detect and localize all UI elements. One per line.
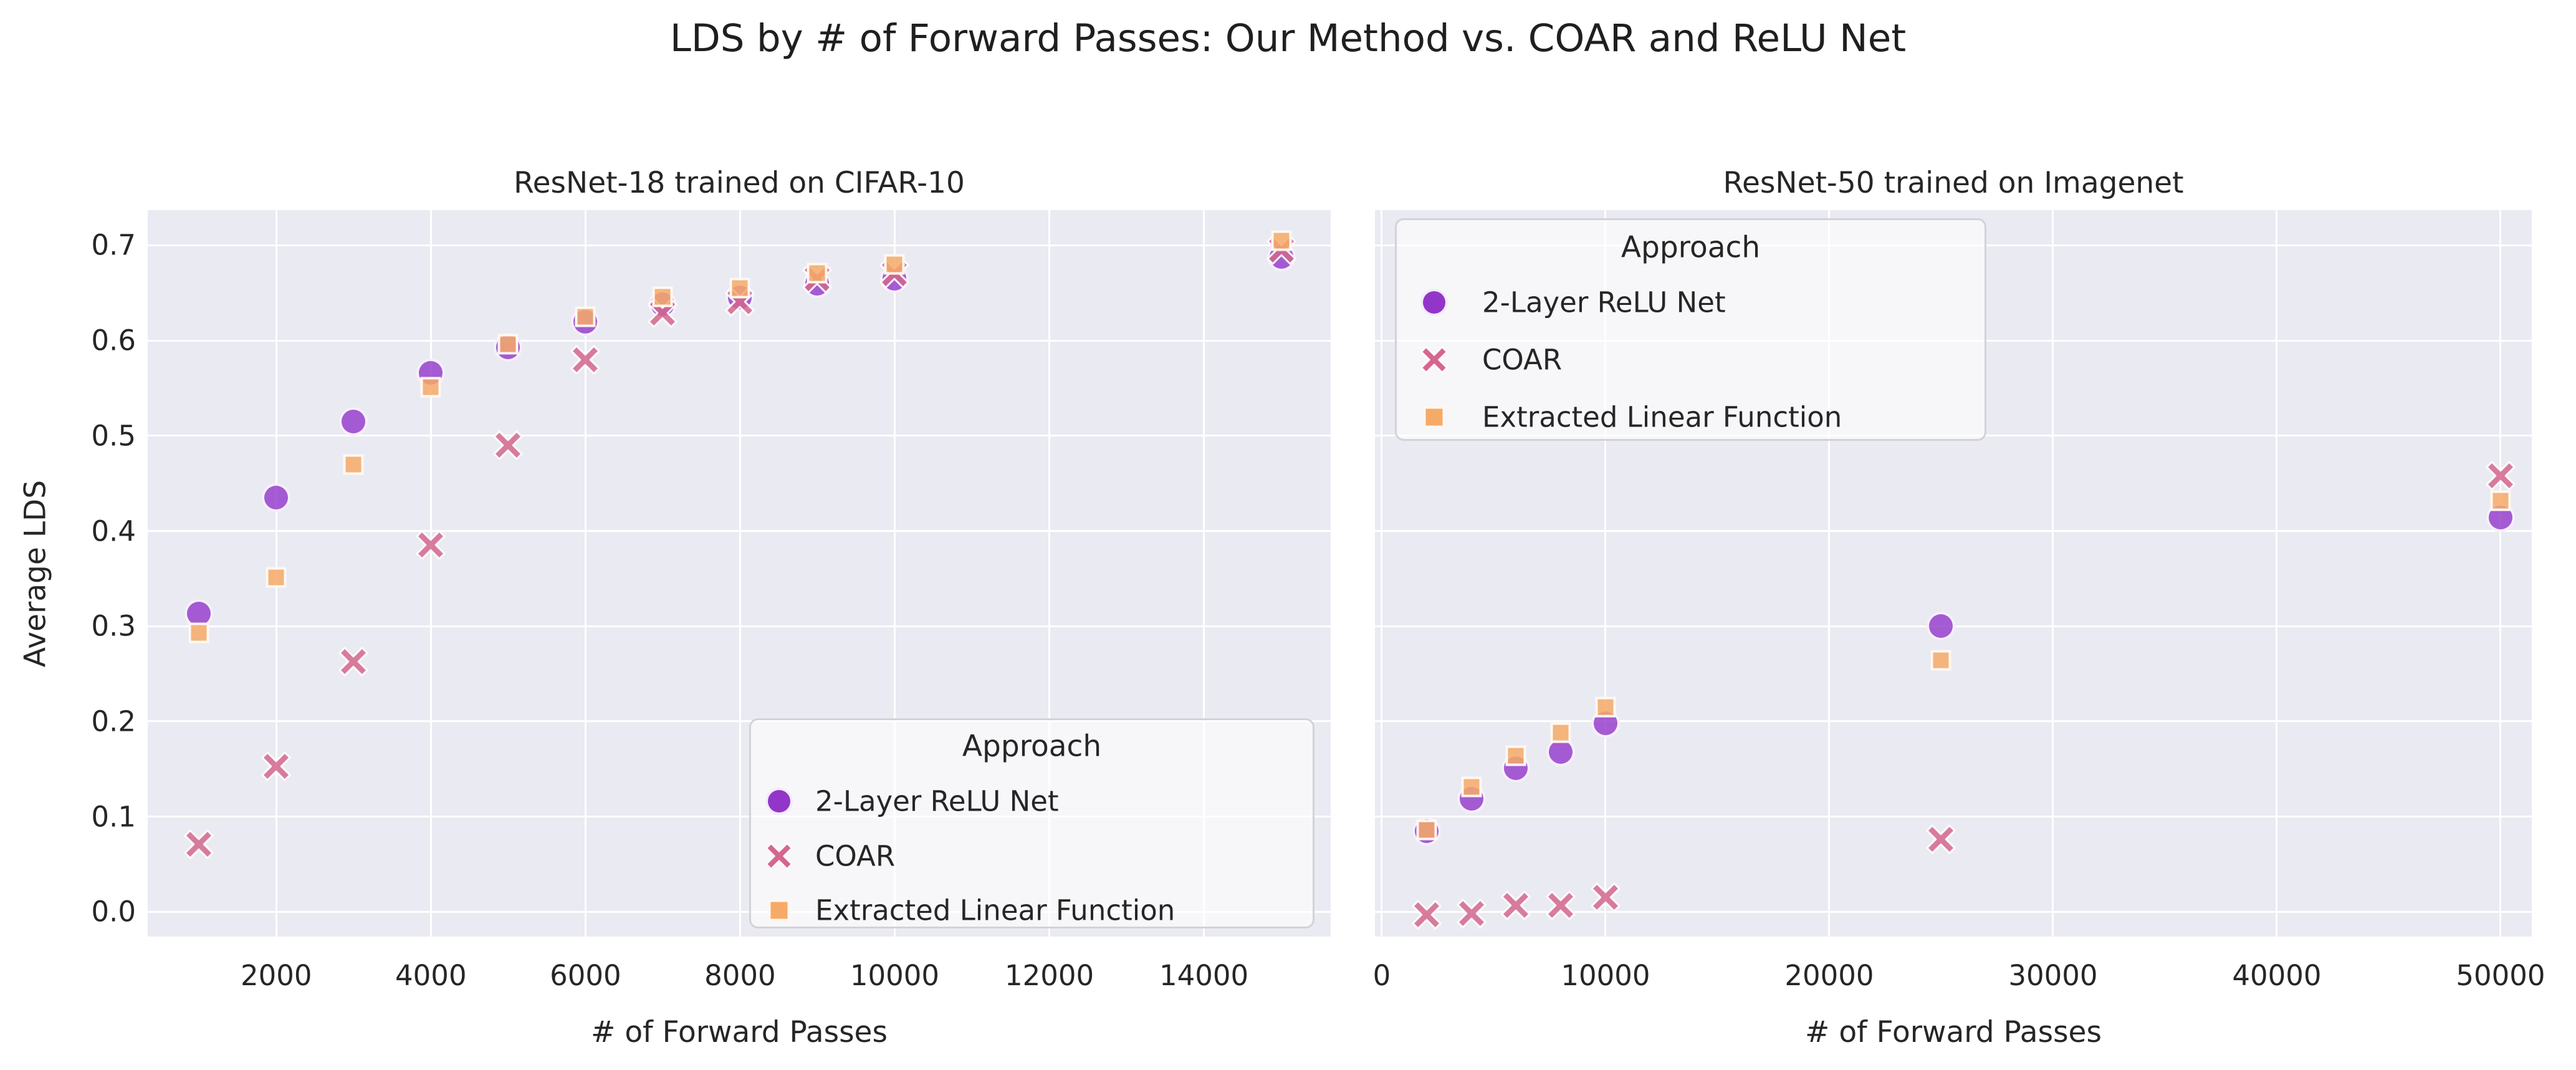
y-tick-label: 0.7 (91, 228, 136, 262)
legend-marker-circle (765, 788, 793, 815)
data-point (266, 567, 287, 588)
x-tick-label: 8000 (704, 959, 776, 992)
gridline (1048, 210, 1051, 937)
data-point (1595, 696, 1616, 718)
plot-title-imagenet: ResNet-50 trained on Imagenet (1723, 166, 2184, 200)
legend-imagenet: Approach 2-Layer ReLU Net COAR Extracted L… (1395, 218, 1986, 441)
data-point (420, 377, 441, 398)
data-point (2490, 490, 2511, 511)
x-tick-label: 30000 (2008, 959, 2098, 992)
legend-marker-circle (1420, 289, 1448, 316)
gridline (2499, 210, 2502, 937)
y-tick-label: 0.6 (91, 324, 136, 357)
y-axis-label: Average LDS (18, 480, 53, 668)
data-point (1927, 612, 1956, 641)
legend-label: 2-Layer ReLU Net (815, 784, 1059, 818)
data-point (652, 286, 673, 307)
data-point (575, 306, 596, 327)
data-point (2486, 461, 2516, 491)
gridline (739, 210, 741, 937)
x-tick-label: 12000 (1004, 959, 1094, 992)
data-point (343, 454, 364, 475)
figure-title: LDS by # of Forward Passes: Our Method v… (669, 16, 1907, 60)
data-point (884, 254, 905, 275)
gridline (429, 210, 432, 937)
x-tick-label: 40000 (2232, 959, 2322, 992)
plot-title-cifar10: ResNet-18 trained on CIFAR-10 (514, 166, 965, 200)
data-point (1271, 230, 1292, 251)
data-point (1546, 890, 1576, 920)
data-point (1456, 899, 1487, 928)
data-point (1550, 722, 1571, 743)
data-point (261, 751, 291, 781)
gridline (2052, 210, 2054, 937)
data-point (493, 430, 523, 460)
x-axis-label-cifar10: # of Forward Passes (591, 1015, 888, 1049)
data-point (184, 829, 214, 859)
x-axis-label-imagenet: # of Forward Passes (1805, 1015, 2102, 1049)
plot-cifar10 (148, 210, 1331, 937)
x-tick-label: 2000 (240, 959, 312, 992)
gridline (1375, 816, 2532, 818)
x-tick-label: 20000 (1784, 959, 1874, 992)
x-tick-label: 10000 (1561, 959, 1650, 992)
legend-marker-square (1423, 406, 1445, 428)
legend-title: Approach (962, 729, 1102, 764)
x-tick-label: 0 (1372, 959, 1391, 992)
x-tick-label: 10000 (850, 959, 940, 992)
data-point (262, 483, 291, 513)
data-point (338, 647, 368, 677)
data-point (1416, 819, 1437, 841)
y-tick-label: 0.4 (91, 514, 136, 548)
y-tick-label: 0.0 (91, 895, 136, 928)
x-tick-label: 50000 (2456, 959, 2545, 992)
y-tick-label: 0.1 (91, 800, 136, 834)
data-point (416, 530, 446, 561)
gridline (893, 210, 896, 937)
gridline (1828, 210, 1831, 937)
x-tick-label: 4000 (395, 959, 467, 992)
data-point (570, 345, 600, 375)
data-point (1930, 650, 1951, 671)
data-point (807, 263, 828, 284)
x-tick-label: 6000 (550, 959, 621, 992)
legend-title: Approach (1621, 230, 1761, 265)
legend-marker-x (765, 842, 793, 870)
data-point (729, 277, 750, 299)
gridline (584, 210, 587, 937)
data-point (188, 622, 209, 643)
legend-label: Extracted Linear Function (1482, 400, 1842, 434)
gridline (1604, 210, 1607, 937)
legend-marker-x (1420, 346, 1448, 374)
legend-label: COAR (1482, 343, 1563, 377)
legend-label: Extracted Linear Function (815, 894, 1175, 927)
gridline (1203, 210, 1205, 937)
gridline (1375, 910, 2532, 913)
data-point (1926, 824, 1956, 854)
legend-cifar10: Approach 2-Layer ReLU Net COAR Extracted L… (749, 718, 1314, 928)
legend-label: COAR (815, 839, 896, 873)
legend-marker-square (768, 899, 790, 922)
gridline (1375, 720, 2532, 723)
data-point (1505, 745, 1526, 766)
data-point (497, 334, 519, 355)
gridline (2276, 210, 2278, 937)
legend-label: 2-Layer ReLU Net (1482, 286, 1726, 319)
data-point (339, 407, 368, 436)
data-point (1461, 776, 1482, 798)
gridline (1375, 530, 2532, 533)
y-tick-label: 0.5 (91, 419, 136, 453)
y-tick-label: 0.2 (91, 705, 136, 738)
data-point (1501, 890, 1531, 920)
data-point (1412, 900, 1442, 930)
y-tick-label: 0.3 (91, 609, 136, 643)
data-point (1591, 882, 1621, 913)
x-tick-label: 14000 (1159, 959, 1249, 992)
gridline (1381, 210, 1383, 937)
